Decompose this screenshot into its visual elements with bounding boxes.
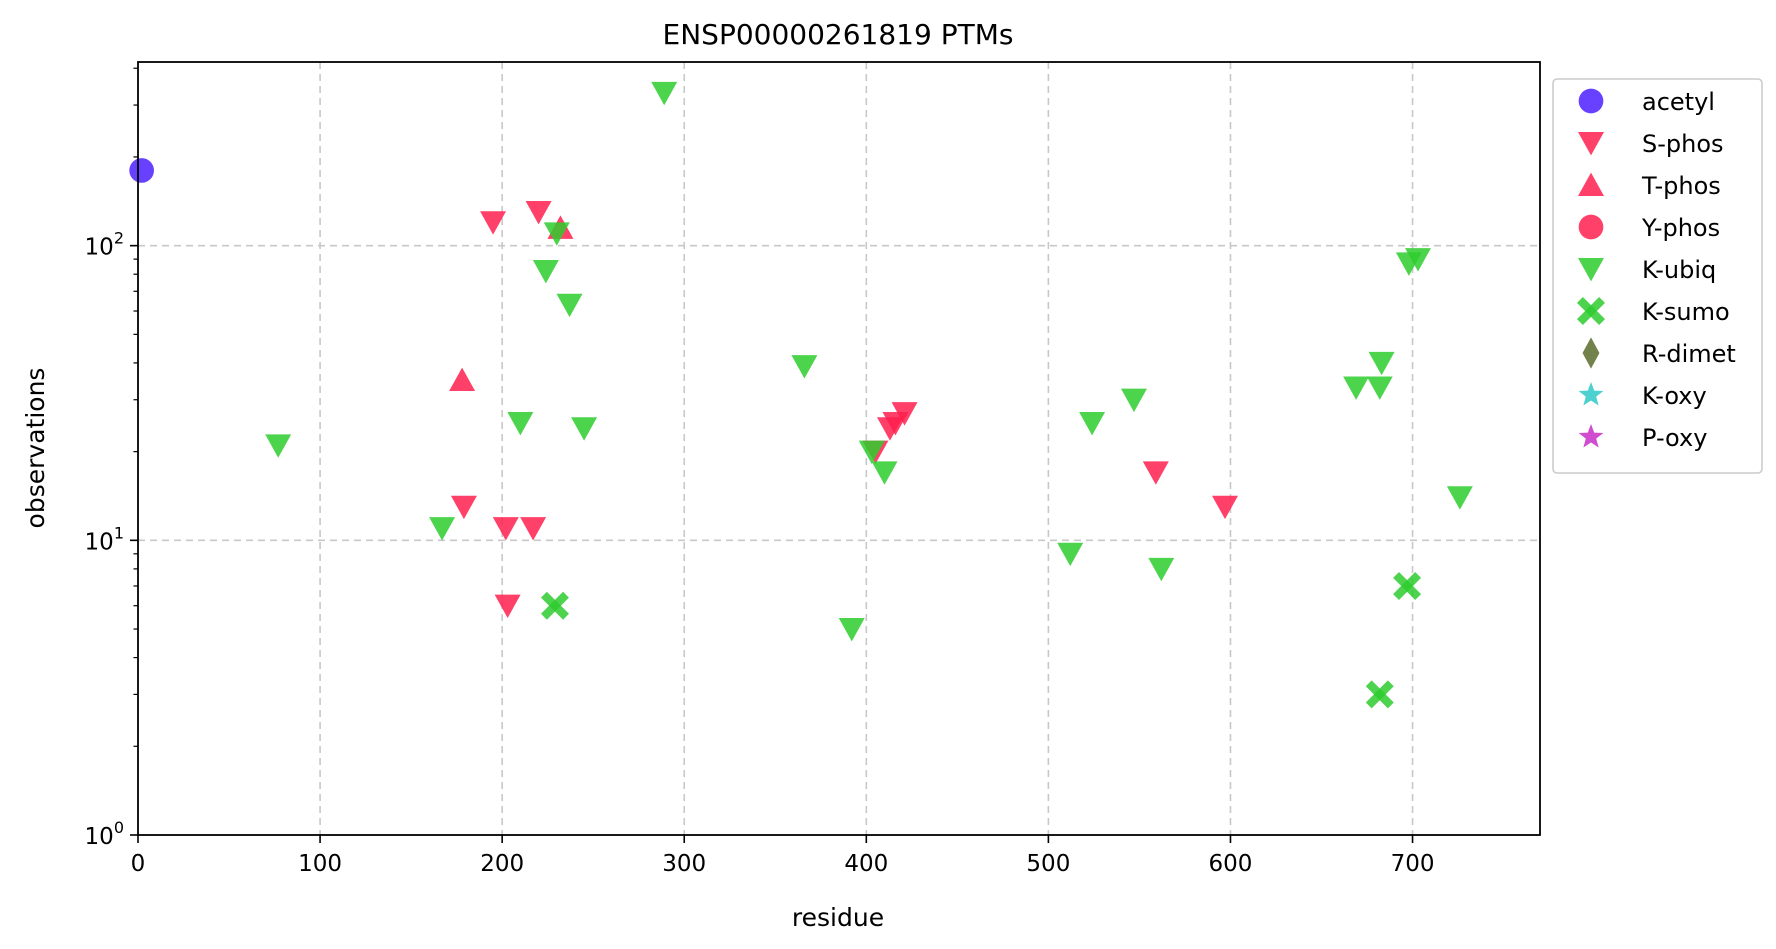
legend-label: P-oxy xyxy=(1642,424,1707,452)
x-tick-label: 600 xyxy=(1209,851,1253,877)
point-k-sumo xyxy=(1393,571,1422,600)
legend-label: T-phos xyxy=(1641,172,1721,200)
legend-marker-k-ubiq xyxy=(1578,257,1604,282)
legend-marker-p-oxy xyxy=(1578,424,1604,448)
legend-marker-k-sumo xyxy=(1577,297,1605,325)
point-k-ubiq xyxy=(1120,388,1147,413)
point-k-ubiq xyxy=(651,81,678,106)
point-k-ubiq xyxy=(871,461,898,485)
point-k-ubiq xyxy=(1405,248,1432,272)
point-s-phos xyxy=(525,201,552,225)
x-axis-ticks: 0 100 200 300 400 500 600 700 xyxy=(131,835,1435,877)
legend: acetyl S-phos T-phos Y-phos K-ubiq K-sumo R-di… xyxy=(1552,78,1763,474)
point-s-phos xyxy=(520,517,547,541)
point-k-ubiq xyxy=(791,355,818,379)
point-k-ubiq xyxy=(543,222,570,246)
legend-label: acetyl xyxy=(1642,88,1715,116)
data-points xyxy=(129,81,1473,709)
legend-marker-y-phos xyxy=(1578,214,1604,240)
point-s-phos xyxy=(1212,495,1239,520)
x-tick-label: 0 xyxy=(131,851,146,877)
point-k-sumo xyxy=(540,591,569,620)
point-t-phos xyxy=(449,367,476,392)
x-tick-label: 300 xyxy=(662,851,706,877)
legend-marker-k-oxy xyxy=(1578,382,1604,406)
point-k-ubiq xyxy=(1079,412,1106,436)
point-k-ubiq xyxy=(1446,486,1473,510)
y-tick-label: 100 xyxy=(85,818,124,850)
legend-label: Y-phos xyxy=(1641,214,1720,242)
legend-marker-s-phos xyxy=(1578,131,1604,156)
point-s-phos xyxy=(480,211,507,235)
point-k-ubiq xyxy=(532,260,559,284)
legend-box xyxy=(1552,78,1763,474)
y-tick-label: 101 xyxy=(85,523,124,555)
point-k-ubiq xyxy=(556,293,583,318)
point-s-phos xyxy=(492,517,519,541)
point-s-phos xyxy=(450,495,477,520)
legend-marker-r-dimet xyxy=(1582,337,1600,369)
legend-label: K-oxy xyxy=(1642,382,1707,410)
x-tick-label: 400 xyxy=(844,851,888,877)
plot-frame xyxy=(137,61,1541,836)
point-s-phos xyxy=(1142,461,1169,485)
point-k-ubiq xyxy=(858,440,885,464)
x-tick-label: 500 xyxy=(1026,851,1070,877)
point-k-sumo xyxy=(1365,680,1394,709)
point-k-ubiq xyxy=(1343,376,1370,400)
legend-label: S-phos xyxy=(1642,130,1724,158)
y-axis-title: observations xyxy=(21,368,50,529)
chart-title: ENSP00000261819 PTMs xyxy=(663,18,1014,51)
legend-label: R-dimet xyxy=(1642,340,1736,368)
legend-label: K-ubiq xyxy=(1642,256,1716,284)
y-axis-ticks: 100 101 102 xyxy=(85,229,138,850)
point-k-ubiq xyxy=(429,517,456,541)
point-s-phos xyxy=(494,594,521,619)
point-acetyl xyxy=(129,158,154,183)
legend-label: K-sumo xyxy=(1642,298,1730,326)
x-axis-title: residue xyxy=(792,903,884,932)
x-tick-label: 100 xyxy=(298,851,342,877)
point-k-ubiq xyxy=(507,412,534,436)
point-k-ubiq xyxy=(571,417,598,441)
legend-marker-t-phos xyxy=(1578,172,1604,197)
point-k-ubiq xyxy=(1148,557,1175,582)
point-k-ubiq xyxy=(1368,351,1395,376)
legend-marker-acetyl xyxy=(1578,88,1604,114)
point-k-ubiq xyxy=(1057,542,1084,567)
point-s-phos xyxy=(891,402,918,426)
y-tick-label: 102 xyxy=(85,229,124,261)
point-k-ubiq xyxy=(838,617,865,642)
point-k-ubiq xyxy=(1366,376,1393,400)
x-tick-label: 700 xyxy=(1391,851,1435,877)
point-k-ubiq xyxy=(265,434,292,458)
x-tick-label: 200 xyxy=(480,851,524,877)
